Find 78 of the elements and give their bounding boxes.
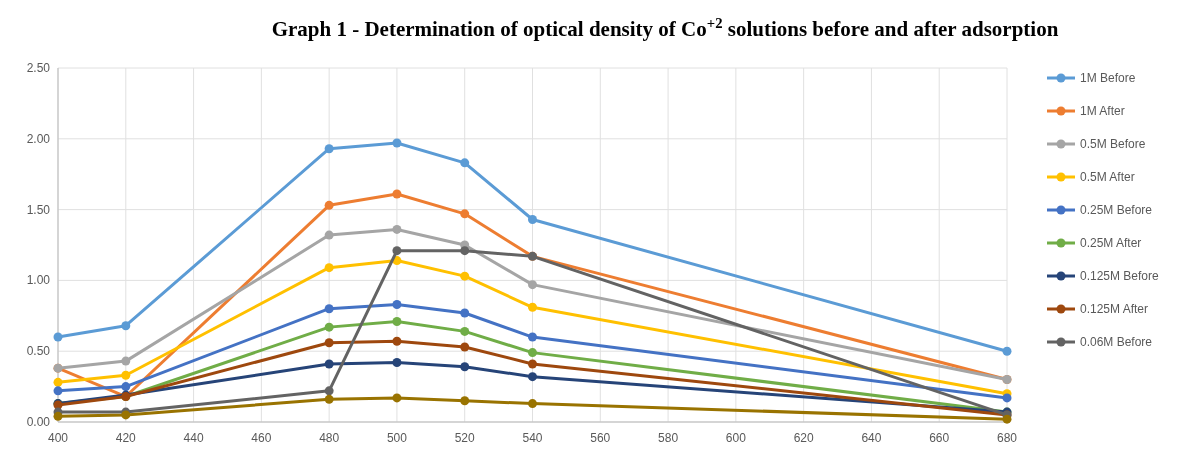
- x-tick-label: 400: [47, 431, 69, 445]
- point: [53, 386, 63, 396]
- point: [324, 304, 334, 314]
- point: [392, 358, 402, 368]
- point: [460, 362, 470, 372]
- point: [528, 302, 537, 312]
- legend-label: 0.5M After: [1080, 170, 1135, 184]
- point: [121, 321, 131, 331]
- point: [528, 399, 537, 409]
- point: [392, 138, 402, 148]
- point: [460, 246, 470, 256]
- legend-label: 0.25M After: [1080, 236, 1142, 250]
- legend-label: 1M After: [1080, 104, 1125, 118]
- legend-label: 0.125M After: [1080, 302, 1149, 316]
- x-tick-label: 660: [929, 431, 950, 445]
- point: [121, 370, 131, 380]
- point: [460, 271, 470, 281]
- x-tick-label: 580: [658, 431, 679, 445]
- point: [392, 336, 402, 346]
- point: [528, 372, 537, 382]
- point: [1002, 393, 1012, 403]
- x-tick-label: 620: [793, 431, 814, 445]
- point: [528, 359, 537, 369]
- point: [460, 396, 470, 406]
- chart-title: Graph 1 - Determination of optical density of Co$^{+2}$ solutions before and after adsorption: [271, 15, 1059, 41]
- point: [121, 356, 131, 366]
- point: [1002, 414, 1012, 424]
- point: [460, 209, 470, 219]
- y-tick-label: 1.50: [26, 202, 51, 217]
- point: [528, 215, 537, 225]
- point: [392, 224, 402, 234]
- x-tick-label: 560: [590, 431, 611, 445]
- point: [460, 326, 470, 336]
- legend-label: 0.06M Before: [1080, 335, 1153, 349]
- point: [392, 316, 402, 326]
- x-tick-label: 440: [183, 431, 204, 445]
- point: [460, 308, 470, 318]
- point: [392, 189, 402, 199]
- y-tick-label: 0.50: [26, 344, 51, 359]
- point: [53, 377, 63, 387]
- point: [528, 332, 537, 342]
- point: [392, 299, 402, 309]
- point: [324, 322, 334, 332]
- x-tick-label: 520: [454, 431, 476, 445]
- point: [324, 144, 334, 154]
- point: [324, 230, 334, 240]
- point: [53, 332, 63, 342]
- x-tick-label: 460: [251, 431, 272, 445]
- point: [528, 280, 537, 290]
- x-tick-label: 480: [319, 431, 340, 445]
- point: [324, 386, 334, 396]
- point: [121, 382, 131, 392]
- y-tick-label: 2.50: [26, 61, 51, 75]
- legend-label: 0.5M Before: [1080, 137, 1146, 151]
- point: [324, 200, 334, 210]
- y-tick-label: 1.00: [26, 273, 51, 288]
- y-tick-label: 0.00: [26, 415, 51, 429]
- point: [324, 394, 334, 404]
- x-tick-label: 680: [996, 431, 1018, 445]
- x-tick-label: 420: [115, 431, 137, 445]
- legend-label: 0.125M Before: [1080, 269, 1160, 283]
- point: [392, 246, 402, 256]
- point: [324, 359, 334, 369]
- point: [324, 338, 334, 348]
- x-tick-label: 500: [386, 431, 408, 445]
- y-tick-label: 2.00: [26, 131, 51, 146]
- point: [392, 393, 402, 403]
- x-tick-label: 600: [725, 431, 747, 445]
- x-tick-label: 540: [522, 431, 543, 445]
- point: [460, 342, 470, 352]
- legend-label: 0.25M Before: [1080, 203, 1153, 217]
- point: [324, 263, 334, 273]
- point: [1002, 346, 1012, 356]
- point: [53, 411, 63, 421]
- legend-label: 1M Before: [1080, 71, 1136, 85]
- x-tick-label: 640: [861, 431, 882, 445]
- point: [460, 158, 470, 168]
- point: [528, 348, 537, 358]
